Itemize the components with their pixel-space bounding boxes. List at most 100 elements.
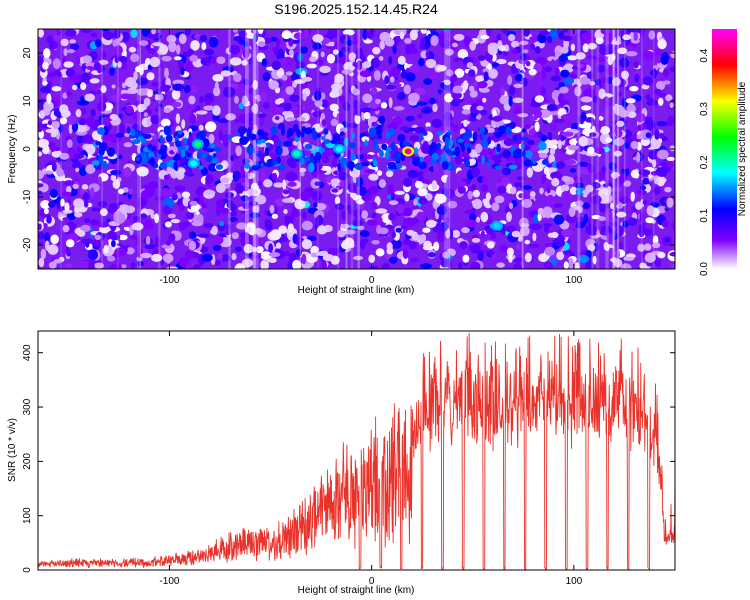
spectrogram-cell: [53, 42, 58, 50]
spectrogram-cell: [442, 251, 451, 259]
spectrogram-cell: [464, 209, 476, 215]
spectrogram-band-cell: [283, 141, 292, 147]
spectrogram-cell: [474, 143, 483, 154]
spectrogram-cell: [654, 88, 662, 95]
spectrogram-band-cell: [479, 126, 485, 134]
spectrogram-cell: [536, 76, 543, 87]
spectrogram-cell: [397, 64, 403, 70]
spectrogram-cell: [443, 111, 453, 123]
spectrogram-cell: [585, 224, 598, 235]
spectrogram-cell: [170, 218, 181, 224]
spectrogram-band-cell: [250, 133, 257, 141]
spectrogram-cell: [376, 170, 383, 176]
spectrogram-cell: [529, 116, 538, 121]
spectrogram-cell: [630, 29, 643, 33]
spectrogram-cell: [366, 219, 377, 226]
spectrogram-cell: [581, 111, 587, 121]
spectrogram-cell: [554, 67, 560, 78]
spectrogram-cell: [480, 230, 485, 238]
spectrogram-cell: [637, 243, 645, 252]
spectrogram-cell: [86, 116, 96, 127]
spectrogram-cell: [657, 251, 666, 259]
spectrogram-cell: [378, 179, 387, 188]
spectrogram-cell: [233, 73, 242, 83]
spectrogram-cell: [386, 84, 397, 91]
spectrogram-band-cell: [395, 163, 403, 169]
y-tick-label: 0: [22, 146, 33, 152]
spectrogram-cell: [535, 56, 547, 65]
spectrogram-cell: [275, 38, 281, 48]
spectrogram-cell: [583, 202, 591, 210]
spectrogram-cell: [77, 134, 84, 144]
spectrogram-band-cell: [523, 159, 533, 167]
spectrogram-cell: [514, 182, 521, 187]
spectrogram-cell: [547, 56, 557, 62]
spectrogram-cell: [282, 110, 294, 117]
spectrogram-cell: [611, 187, 623, 192]
spectrogram-cell: [541, 209, 551, 220]
spectrogram-cell: [640, 185, 646, 191]
spectrogram-cell: [657, 149, 669, 160]
spectrogram-cell: [581, 105, 592, 111]
spectrogram-cell: [581, 32, 594, 40]
spectrogram-cell: [176, 44, 181, 55]
spectrogram-cell: [65, 263, 73, 268]
spectrogram-cell: [671, 221, 675, 230]
colorbar-tick-label: 0.2: [699, 155, 710, 169]
spectrogram-band-cell: [541, 134, 547, 142]
spectrogram-cell: [125, 247, 135, 255]
spectrogram-cell: [85, 242, 90, 248]
spectrogram-cell: [447, 200, 458, 209]
spectrogram-band-cell: [454, 146, 461, 157]
spectrogram-cell: [379, 31, 391, 42]
spectrogram-band-cell: [330, 139, 338, 144]
spectrogram-cell: [608, 162, 617, 171]
spectrogram-cell: [513, 257, 524, 263]
spectrogram-cell: [510, 186, 517, 195]
x-tick-label: -100: [159, 275, 179, 286]
spectrogram-cell: [334, 73, 344, 83]
spectrogram-cell: [326, 53, 336, 64]
spectrogram-cell: [133, 71, 138, 82]
spectrogram-cell: [425, 122, 431, 128]
spectrogram-cell: [321, 151, 332, 157]
spectrogram-cell: [154, 94, 160, 101]
spectrogram-cell: [130, 262, 136, 268]
snr-x-label: Height of straight line (km): [298, 585, 415, 596]
spectrogram-band-cell: [296, 129, 302, 138]
spectrogram-cell: [159, 44, 169, 55]
spectrogram-band-cell: [520, 136, 529, 141]
spectrogram-band-cell: [196, 150, 202, 160]
y-tick-label: 0: [22, 567, 33, 573]
spectrogram-cell: [180, 66, 185, 76]
spectrogram-cell: [289, 49, 294, 56]
spectrogram-cell: [233, 29, 238, 33]
spectrogram-cell: [76, 100, 89, 106]
spectrogram-cell: [64, 202, 70, 212]
spectrogram-cell: [62, 217, 70, 222]
spectrogram-band-cell: [496, 143, 501, 153]
spectrogram-band-cell: [487, 159, 491, 168]
spectrogram-cell: [410, 257, 420, 263]
spectrogram-cell: [600, 77, 608, 84]
spectrogram-cell: [652, 159, 657, 168]
spectrogram-band-cell: [205, 155, 213, 163]
spectrogram-cell: [607, 55, 614, 66]
spectrogram-cell: [618, 226, 624, 237]
spectrogram-cell: [272, 264, 280, 269]
spectrogram-cell: [671, 263, 675, 269]
spectrogram-cell: [556, 251, 565, 261]
spectrogram-cell: [211, 225, 218, 236]
spectrogram-cell: [418, 113, 423, 119]
spectrogram-cell: [171, 101, 182, 108]
spectrogram-cell: [664, 186, 672, 193]
spectrogram-cell: [623, 180, 632, 187]
spectrogram-cell: [261, 58, 268, 67]
snr-y-label: SNR (10 * v/v): [7, 418, 18, 482]
spectrogram-cell: [351, 219, 364, 227]
spectrogram-band-cell: [304, 143, 313, 150]
spectrogram-cell: [627, 217, 638, 226]
spectrogram-cell: [205, 174, 215, 185]
spectrogram-band-cell: [286, 134, 290, 139]
